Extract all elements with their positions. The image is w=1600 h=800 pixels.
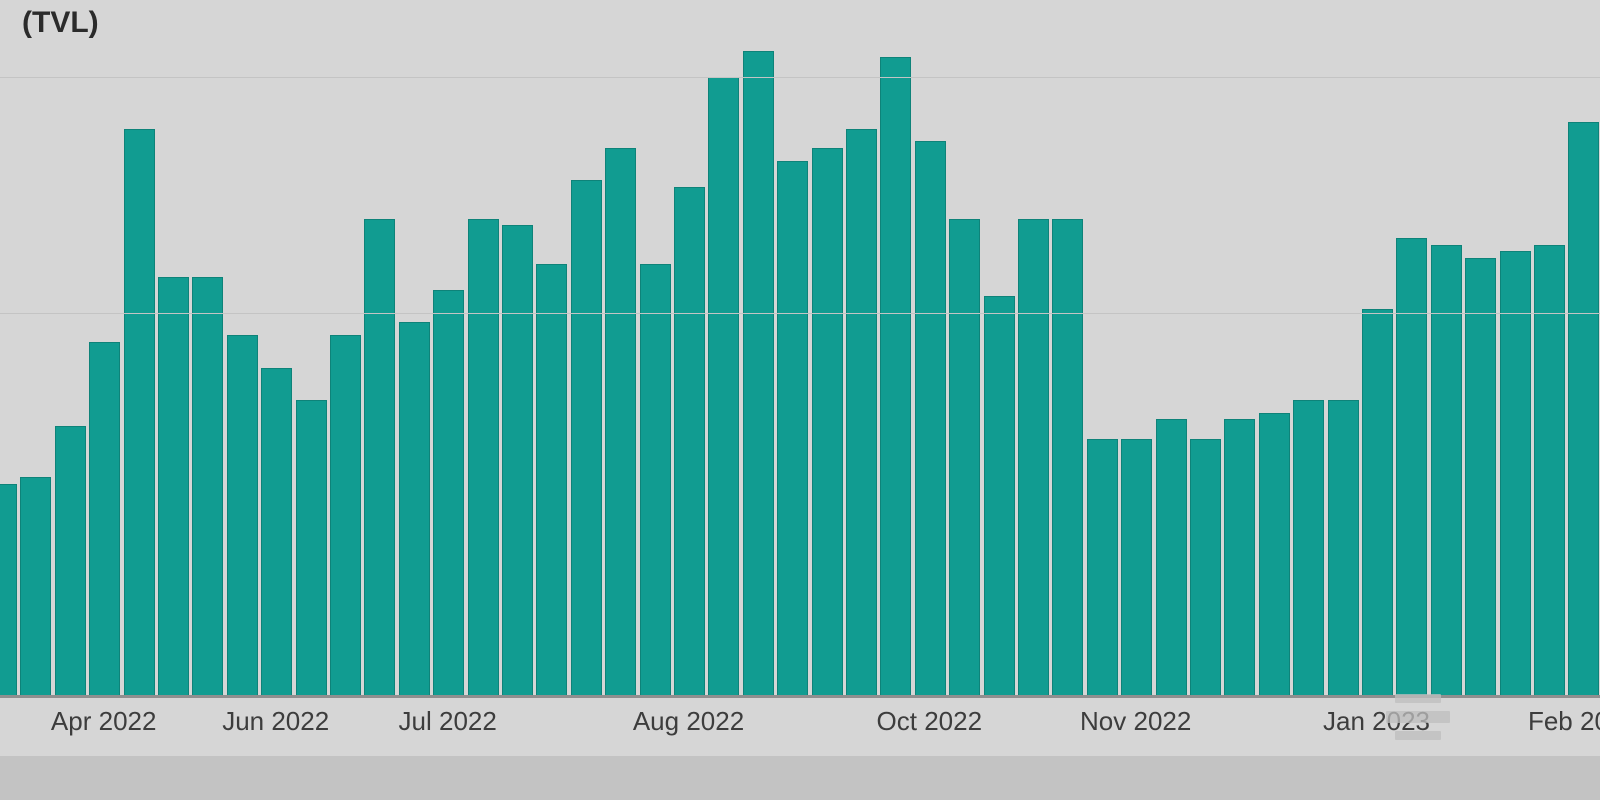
bar (846, 129, 877, 698)
x-axis-label: Aug 2022 (633, 706, 744, 737)
bottom-strip (0, 756, 1600, 800)
x-axis-baseline (0, 695, 1600, 698)
bar (227, 335, 258, 698)
bar (571, 180, 602, 698)
bar (1259, 413, 1290, 698)
bar (433, 290, 464, 698)
bar (1328, 400, 1359, 698)
bar (502, 225, 533, 698)
bar (605, 148, 636, 698)
bar (915, 141, 946, 698)
watermark-bar (1395, 694, 1441, 703)
x-axis-label: Jun 2022 (222, 706, 329, 737)
x-axis-label: Feb 2023 (1528, 706, 1600, 737)
gridline (0, 313, 1600, 314)
watermark-bar (1395, 731, 1441, 740)
chart-title-fragment: (TVL) (22, 6, 99, 40)
bar (192, 277, 223, 698)
bar (0, 484, 17, 698)
gridline (0, 77, 1600, 78)
plot-area (0, 52, 1600, 698)
bar (1500, 251, 1531, 698)
x-axis-labels: Apr 2022 Jun 2022 Jul 2022 Aug 2022 Oct 2022… (0, 706, 1600, 746)
bar (330, 335, 361, 698)
bar (1362, 309, 1393, 698)
tvl-bar-chart: (TVL) Apr 2022 Jun 2022 Jul 2022 Aug 2022 Oc… (0, 0, 1600, 800)
bar (364, 219, 395, 698)
bar (399, 322, 430, 698)
bar (708, 77, 739, 698)
bar (55, 426, 86, 698)
bar (949, 219, 980, 698)
bar (1568, 122, 1599, 698)
bar (158, 277, 189, 698)
bar (536, 264, 567, 698)
bar (743, 51, 774, 698)
bar (1190, 439, 1221, 698)
bar (261, 368, 292, 698)
bar (880, 57, 911, 698)
watermark-icon (1386, 694, 1450, 740)
bar (640, 264, 671, 698)
bar (1396, 238, 1427, 698)
bar (1121, 439, 1152, 698)
bar (89, 342, 120, 698)
bar (124, 129, 155, 698)
watermark-bar (1386, 711, 1450, 723)
x-axis-label: Jul 2022 (399, 706, 497, 737)
bar (984, 296, 1015, 698)
bar (812, 148, 843, 698)
bars-layer (0, 52, 1600, 698)
bar (1465, 258, 1496, 698)
bar (20, 477, 51, 698)
bar (1052, 219, 1083, 698)
x-axis-label: Nov 2022 (1080, 706, 1191, 737)
x-axis-label: Oct 2022 (877, 706, 983, 737)
bar (674, 187, 705, 698)
bar (777, 161, 808, 698)
bar (296, 400, 327, 698)
x-axis-label: Apr 2022 (51, 706, 157, 737)
bar (1018, 219, 1049, 698)
bar (1087, 439, 1118, 698)
bar (1156, 419, 1187, 698)
bar (1224, 419, 1255, 698)
bar (468, 219, 499, 698)
bar (1293, 400, 1324, 698)
